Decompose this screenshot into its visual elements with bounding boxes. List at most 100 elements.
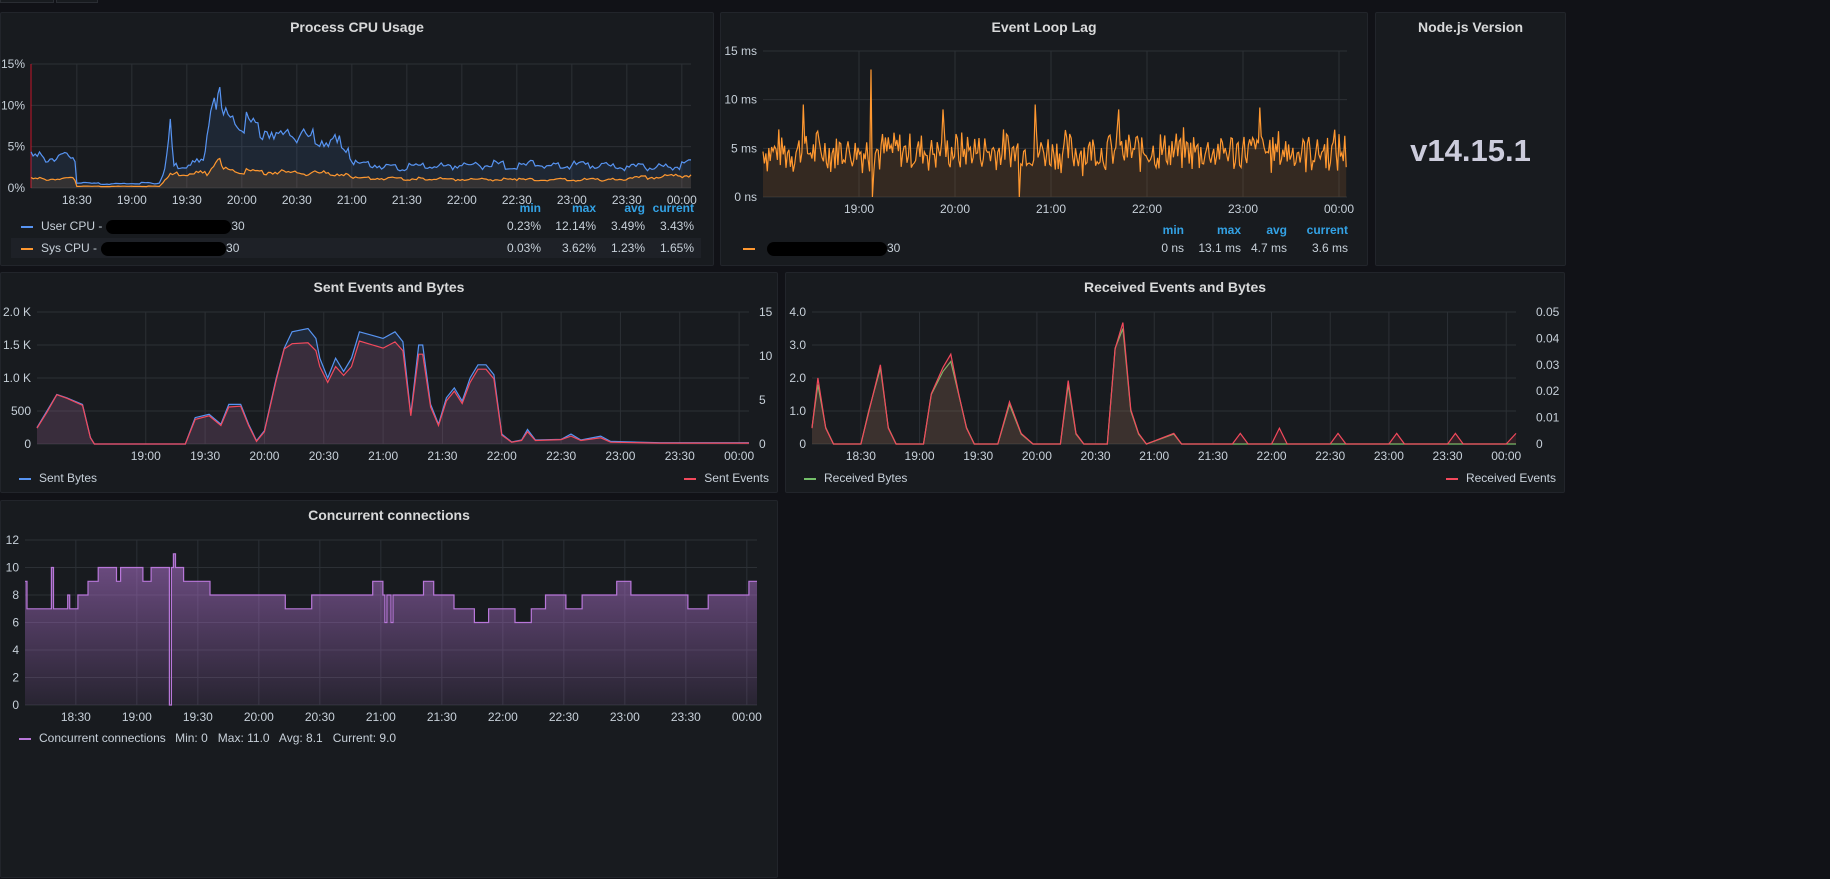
x-tick-label: 20:00 — [244, 710, 274, 724]
x-tick-label: 19:00 — [122, 710, 152, 724]
y-tick-label: 3.0 — [789, 338, 806, 352]
y-tick-label: 500 — [11, 404, 31, 418]
panel-title[interactable]: Sent Events and Bytes — [313, 279, 465, 295]
legend-item-sent-events[interactable]: Sent Events — [684, 471, 769, 485]
sent-events-series-line — [36, 340, 749, 445]
legend-value: 0.03% — [506, 241, 541, 255]
x-tick-label: 20:30 — [282, 193, 312, 207]
x-tick-label: 21:00 — [337, 193, 367, 207]
y-tick-label: 15 ms — [724, 44, 757, 58]
x-tick-label: 23:00 — [557, 193, 587, 207]
y-right-tick-label: 15 — [759, 305, 773, 319]
series-swatch — [1445, 477, 1458, 480]
series-swatch — [804, 477, 816, 480]
panel-event-loop-lag: Event Loop Lag 0 ns 5 ms 10 ms 15 ms 19:00 20… — [720, 12, 1368, 266]
x-tick-label: 20:30 — [309, 449, 339, 463]
y-right-tick-label: 10 — [759, 349, 773, 363]
y-right-tick-label: 0.02 — [1536, 384, 1560, 398]
y-tick-label: 6 — [12, 616, 19, 630]
x-tick-label: 23:00 — [610, 710, 640, 724]
x-tick-label: 21:30 — [427, 710, 457, 724]
series-swatch — [743, 247, 755, 250]
received-chart[interactable]: 0 1.0 2.0 3.0 4.0 18:30 19:00 19:30 20:00 20:30 21… — [786, 273, 1566, 494]
x-tick-label: 18:30 — [61, 710, 91, 724]
x-tick-label: 22:00 — [488, 710, 518, 724]
y-tick-label: 0 — [799, 437, 806, 451]
legend-header-current[interactable]: current — [1306, 223, 1348, 237]
y-tick-label: 4.0 — [789, 305, 806, 319]
y-tick-label: 10 — [6, 561, 20, 575]
panel-title[interactable]: Concurrent connections — [308, 507, 470, 523]
y-tick-label: 0 ns — [734, 190, 757, 204]
x-tick-label: 19:00 — [844, 202, 874, 216]
sent-chart[interactable]: 0 500 1.0 K 1.5 K 2.0 K 19:00 19:30 20:00 20:30 2… — [1, 273, 779, 494]
y-tick-label: 10% — [1, 98, 25, 112]
legend-header-max[interactable]: max — [571, 201, 596, 215]
y-right-tick-label: 0.04 — [1536, 331, 1560, 345]
panel-title[interactable]: Event Loop Lag — [991, 19, 1097, 35]
y-tick-label: 2.0 — [789, 371, 806, 385]
panel-title[interactable]: Received Events and Bytes — [1083, 279, 1267, 295]
panel-process-cpu-usage: Process CPU Usage 0% 5% 10% 15% 18:30 19:00 19… — [0, 12, 714, 266]
redacted-region — [767, 241, 887, 256]
cpu-chart[interactable]: 0% 5% 10% 15% 18:30 19:00 19:30 20:00 20:30 21:00… — [1, 13, 715, 267]
legend-value: 12.14% — [555, 219, 596, 233]
received-bytes-series-area — [812, 328, 1516, 444]
x-tick-label: 22:30 — [546, 449, 576, 463]
legend-header-current[interactable]: current — [652, 201, 694, 215]
x-tick-label: 22:30 — [1315, 449, 1345, 463]
x-tick-label: 20:30 — [305, 710, 335, 724]
concurrent-connections-area — [25, 553, 757, 705]
x-tick-label: 20:00 — [249, 449, 279, 463]
x-tick-label: 21:00 — [1036, 202, 1066, 216]
x-tick-label: 22:00 — [487, 449, 517, 463]
top-toolbar-button[interactable] — [0, 0, 54, 3]
top-toolbar-button[interactable] — [56, 0, 98, 3]
y-tick-label: 0% — [8, 181, 26, 195]
legend-label-suffix: 30 — [887, 241, 901, 255]
series-swatch — [19, 737, 31, 740]
y-tick-label: 1.5 K — [3, 338, 31, 352]
concurrent-connections-line — [25, 553, 757, 706]
x-tick-label: 21:00 — [368, 449, 398, 463]
legend-header-avg[interactable]: avg — [1266, 223, 1287, 237]
legend-item-concurrent-connections[interactable]: Concurrent connections Min: 0 Max: 11.0 … — [19, 731, 396, 745]
received-events-series-line — [811, 322, 1517, 445]
x-tick-label: 23:30 — [1433, 449, 1463, 463]
legend-header-min[interactable]: min — [519, 201, 541, 215]
legend-row-user-cpu[interactable]: User CPU - 30 — [21, 219, 245, 234]
x-tick-label: 23:00 — [1228, 202, 1258, 216]
redacted-region — [106, 219, 232, 234]
legend-label-suffix: 30 — [226, 241, 240, 255]
legend-item-received-bytes[interactable]: Received Bytes — [804, 471, 907, 485]
legend-value: 3.43% — [659, 219, 694, 233]
legend-header-avg[interactable]: avg — [624, 201, 645, 215]
panel-title[interactable]: Node.js Version — [1417, 19, 1524, 35]
x-tick-label: 23:00 — [1374, 449, 1404, 463]
x-tick-label: 21:30 — [392, 193, 422, 207]
legend-row-lag[interactable]: 30 — [743, 241, 900, 256]
legend-header-max[interactable]: max — [1216, 223, 1241, 237]
panel-nodejs-version: Node.js Version v14.15.1 — [1375, 12, 1566, 266]
x-tick-label: 18:30 — [62, 193, 92, 207]
panel-received-events-bytes: Received Events and Bytes 0 1.0 2.0 3.0 4.0 1… — [785, 272, 1565, 493]
legend-label: User CPU - — [41, 219, 103, 233]
y-tick-label: 15% — [1, 57, 25, 71]
legend-row-sys-cpu[interactable]: Sys CPU - 30 — [21, 241, 239, 256]
connections-chart[interactable]: 0 2 4 6 8 10 12 18:30 19:00 19:30 20:00 20:30 21:00 2… — [1, 501, 779, 879]
legend-item-received-events[interactable]: Received Events — [1445, 471, 1556, 485]
lag-chart[interactable]: 0 ns 5 ms 10 ms 15 ms 19:00 20:00 21:00 22:00 23… — [721, 13, 1369, 267]
user-cpu-series-area — [31, 87, 691, 188]
x-tick-label: 19:00 — [131, 449, 161, 463]
panel-title[interactable]: Process CPU Usage — [290, 19, 424, 35]
x-tick-label: 23:30 — [671, 710, 701, 724]
y-right-tick-label: 0 — [759, 437, 766, 451]
series-swatch — [19, 477, 31, 480]
legend-label: Concurrent connections — [39, 731, 166, 745]
legend-label: Sent Bytes — [39, 471, 98, 485]
legend-header-min[interactable]: min — [1162, 223, 1184, 237]
panel-concurrent-connections: Concurrent connections 0 2 4 6 8 10 12 18:30 19:… — [0, 500, 778, 878]
legend-item-sent-bytes[interactable]: Sent Bytes — [19, 471, 97, 485]
y-tick-label: 4 — [12, 643, 19, 657]
stat-value: v14.15.1 — [1410, 133, 1531, 168]
